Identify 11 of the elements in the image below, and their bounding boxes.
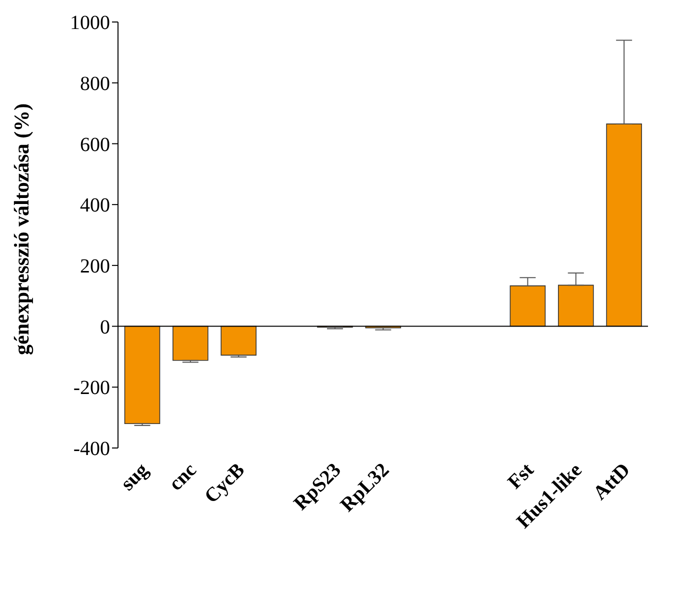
- y-tick-label: -400: [73, 438, 110, 460]
- y-tick-label: 800: [80, 72, 110, 95]
- y-tick-label: 400: [80, 194, 110, 217]
- y-tick-label: 0: [100, 316, 110, 338]
- y-tick-label: -200: [73, 377, 110, 400]
- y-tick-label: 200: [80, 256, 110, 278]
- y-tick-label: 600: [80, 134, 110, 156]
- y-axis-title: génexpresszió változása (%): [9, 103, 34, 355]
- y-tick-label: 1000: [70, 12, 110, 34]
- x-tick-label: cnc: [164, 458, 201, 496]
- x-tick-label: sug: [116, 459, 153, 496]
